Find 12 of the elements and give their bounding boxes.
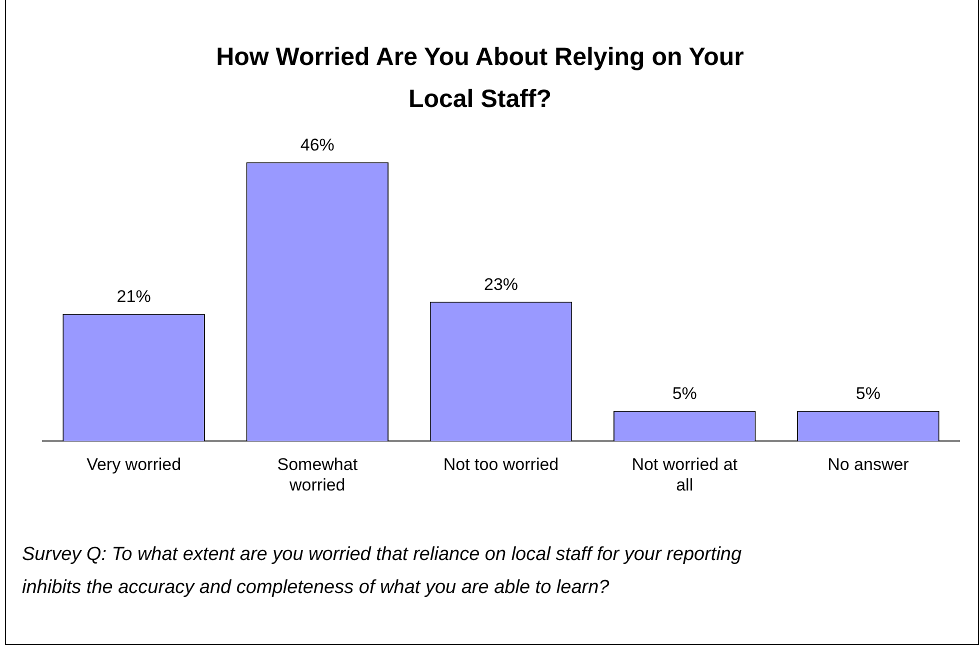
x-tick-label: Not worried at all — [632, 455, 738, 494]
x-tick-label: No answer — [828, 455, 910, 474]
x-tick-label: Not too worried — [443, 455, 559, 474]
data-label: 21% — [116, 287, 151, 306]
text: Survey Q: To what extent are you worried that reliance on local staff for your reporting inhibits the accuracy and completeness of what you are able to learn? — [22, 543, 743, 600]
chart-title: How Worried Are You About Relying on Your Local Staff? — [215, 42, 745, 115]
x-tick-label: Very worried — [86, 455, 182, 474]
x-tick-label: Somewhat worried — [277, 455, 358, 494]
data-label: 23% — [484, 274, 518, 294]
data-label: 5% — [672, 384, 697, 404]
data-label: 46% — [300, 135, 334, 154]
data-label: 5% — [856, 384, 880, 404]
